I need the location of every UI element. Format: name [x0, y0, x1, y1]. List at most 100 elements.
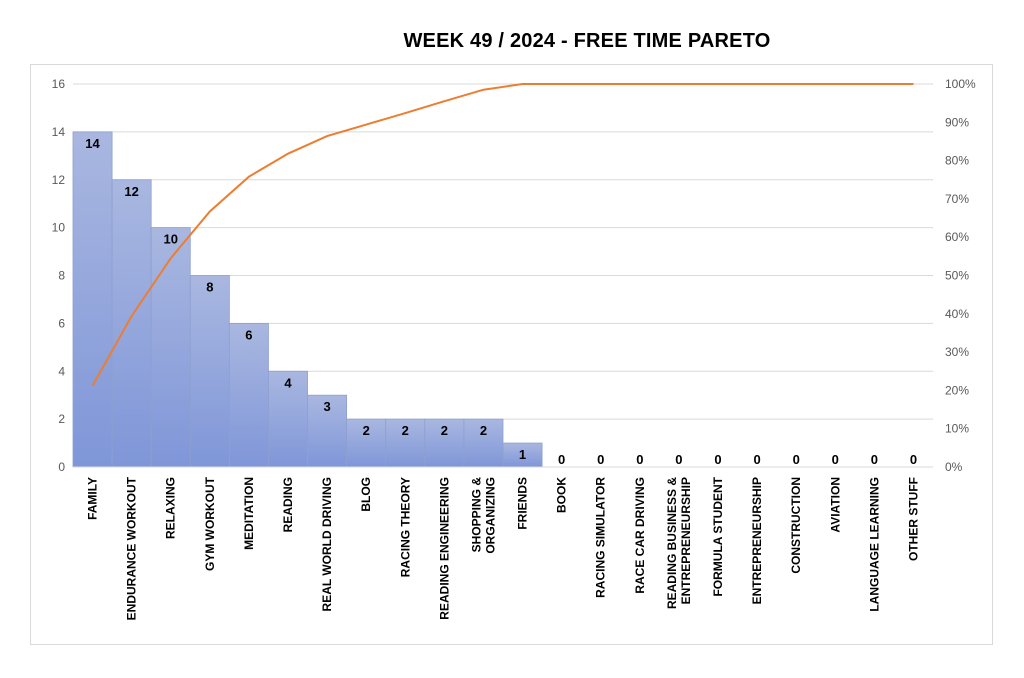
bar-value-label: 6 — [245, 327, 252, 342]
x-axis: FAMILY ENDURANCE WORKOUT RELAXING GYM WORKO… — [73, 466, 933, 620]
y2-tick-label: 90% — [945, 115, 969, 129]
x-category-label-line: READING BUSINESS & — [665, 477, 679, 609]
y-tick-label: 6 — [58, 316, 65, 330]
y-tick-label: 2 — [58, 412, 65, 426]
x-category-label: OTHER STUFF — [907, 477, 921, 561]
x-category-label: READING BUSINESS & ENTREPRENEURSHIP — [665, 477, 693, 609]
bar — [463, 418, 504, 468]
y2-tick-label: 60% — [945, 230, 969, 244]
y-axis-left: 0 2 4 6 8 10 12 14 16 — [52, 77, 66, 474]
y2-tick-label: 70% — [945, 192, 969, 206]
x-category-label-line: OTHER STUFF — [907, 477, 921, 561]
x-category-label: FAMILY — [86, 477, 100, 520]
bar-value-label: 0 — [871, 452, 878, 467]
x-category-label: RELAXING — [164, 477, 178, 539]
bar-value-label: 0 — [714, 452, 721, 467]
bar-value-label: 2 — [441, 423, 448, 438]
x-category-label: CONSTRUCTION — [789, 477, 803, 574]
y-tick-label: 8 — [58, 269, 65, 283]
bar-series — [72, 131, 543, 468]
x-category-label-line: FRIENDS — [516, 477, 530, 530]
x-category-label-line: MEDITATION — [242, 477, 256, 550]
x-category-label-line: CONSTRUCTION — [789, 477, 803, 574]
x-category-label-line: BLOG — [359, 477, 373, 512]
cumulative-percent-line — [91, 83, 914, 387]
cumulative-line-series — [91, 83, 914, 387]
x-category-label-line: SHOPPING & — [470, 477, 484, 553]
x-category-label-line: READING — [281, 477, 295, 532]
x-category-label: BLOG — [359, 477, 373, 512]
bar — [307, 394, 348, 468]
x-category-label: RACING THEORY — [398, 477, 412, 577]
x-category-label: FORMULA STUDENT — [711, 476, 725, 596]
y-tick-label: 14 — [52, 125, 66, 139]
x-category-label: ENTREPRENEURSHIP — [750, 477, 764, 604]
x-category-label-line: ENDURANCE WORKOUT — [125, 476, 139, 620]
y-tick-label: 12 — [52, 173, 66, 187]
x-category-label: BOOK — [555, 477, 569, 513]
bar — [111, 179, 152, 468]
x-category-label: GYM WORKOUT — [203, 476, 217, 571]
x-category-label: ENDURANCE WORKOUT — [125, 476, 139, 620]
y2-tick-label: 80% — [945, 154, 969, 168]
bar-value-label: 0 — [910, 452, 917, 467]
bar-value-label: 0 — [597, 452, 604, 467]
bar — [228, 322, 269, 468]
bar — [424, 418, 465, 468]
x-category-label-line: ENTREPRENEURSHIP — [750, 477, 764, 604]
x-category-label: LANGUAGE LEARNING — [867, 477, 881, 612]
x-category-label-line: FAMILY — [86, 477, 100, 520]
x-category-label: RACING SIMULATOR — [594, 477, 608, 598]
x-category-label-line: FORMULA STUDENT — [711, 476, 725, 596]
y2-tick-label: 50% — [945, 269, 969, 283]
y2-tick-label: 100% — [945, 77, 976, 91]
x-category-label: SHOPPING & ORGANIZING — [470, 477, 498, 554]
x-category-label-line: BOOK — [555, 477, 569, 513]
bar-value-label: 1 — [519, 447, 526, 462]
y2-tick-label: 0% — [945, 460, 963, 474]
x-category-label: MEDITATION — [242, 477, 256, 550]
bar-value-label: 0 — [558, 452, 565, 467]
bar-value-label: 0 — [636, 452, 643, 467]
bar-value-label: 0 — [793, 452, 800, 467]
bar-value-label: 0 — [753, 452, 760, 467]
x-category-label: READING — [281, 477, 295, 532]
bar-value-label: 14 — [85, 136, 100, 151]
y2-tick-label: 30% — [945, 345, 969, 359]
bar-value-label: 10 — [163, 232, 177, 247]
x-category-label-line: ORGANIZING — [484, 477, 498, 554]
bar-value-label: 0 — [675, 452, 682, 467]
y2-tick-label: 20% — [945, 383, 969, 397]
x-category-label: READING ENGINEERING — [437, 477, 451, 620]
bar-value-label: 12 — [124, 184, 138, 199]
x-category-label-line: RACE CAR DRIVING — [633, 477, 647, 594]
y-axis-right: 0% 10% 20% 30% 40% 50% 60% 70% 80% 90% 100% — [945, 77, 976, 474]
bar — [72, 131, 113, 468]
bar — [150, 227, 191, 468]
x-category-label: AVIATION — [828, 477, 842, 533]
x-category-label-line: ENTREPRENEURSHIP — [679, 477, 693, 604]
bar-value-label: 2 — [402, 423, 409, 438]
x-category-label-line: RACING SIMULATOR — [594, 477, 608, 598]
bar-value-label: 4 — [284, 375, 292, 390]
x-category-label-line: READING ENGINEERING — [437, 477, 451, 620]
x-category-label-line: RELAXING — [164, 477, 178, 539]
x-category-label-line: REAL WORLD DRIVING — [320, 477, 334, 611]
bar — [189, 275, 230, 468]
y2-tick-label: 40% — [945, 307, 969, 321]
x-category-label-line: AVIATION — [828, 477, 842, 533]
bar-value-label: 8 — [206, 280, 213, 295]
x-category-label: FRIENDS — [516, 477, 530, 530]
bar-value-label: 2 — [480, 423, 487, 438]
y-tick-label: 16 — [52, 77, 66, 91]
bar — [385, 418, 426, 468]
x-category-label-line: LANGUAGE LEARNING — [867, 477, 881, 612]
x-category-label-line: GYM WORKOUT — [203, 476, 217, 571]
bar-value-label: 0 — [832, 452, 839, 467]
bar-value-label: 2 — [363, 423, 370, 438]
x-category-label-line: RACING THEORY — [398, 477, 412, 577]
y-tick-label: 4 — [58, 364, 65, 378]
chart-title: WEEK 49 / 2024 - FREE TIME PARETO — [403, 30, 771, 52]
